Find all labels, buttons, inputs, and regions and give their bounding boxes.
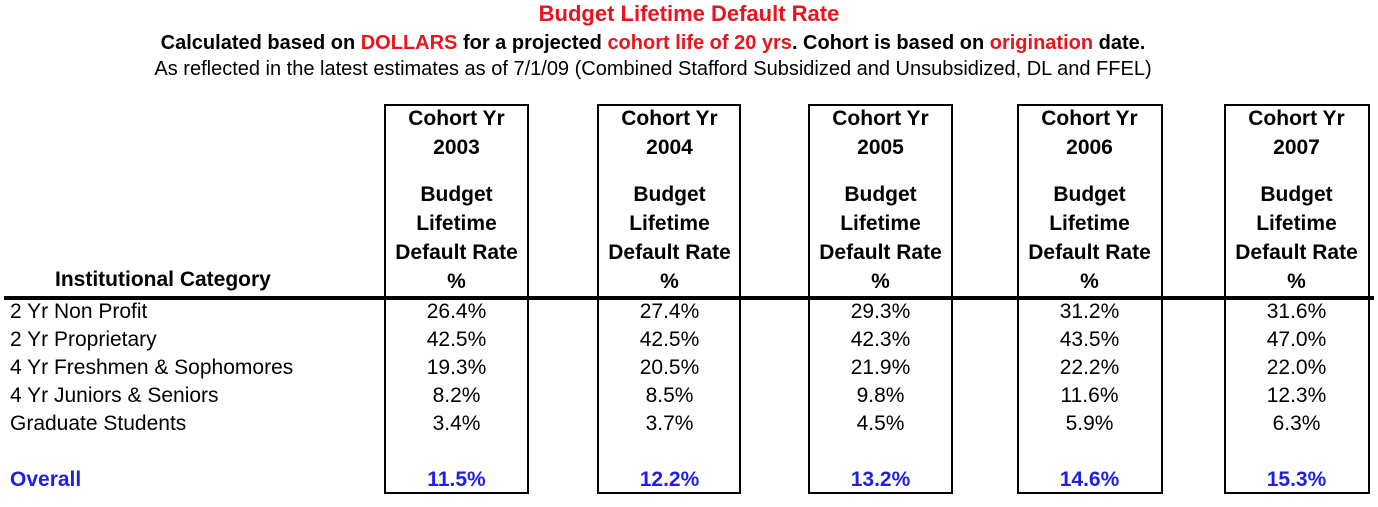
overall-cell: 14.6%	[1059, 468, 1120, 491]
overall-cell: 12.2%	[639, 468, 700, 491]
subtitle-text: date.	[1093, 32, 1146, 54]
column-header-2006: Cohort Yr 2006 Budget Lifetime Default R…	[1018, 104, 1161, 296]
table-cell: 3.4%	[432, 412, 481, 435]
header-line: Lifetime	[416, 212, 497, 235]
table-cell: 22.0%	[1266, 356, 1327, 379]
header-line: Lifetime	[1256, 212, 1337, 235]
row-label: Graduate Students	[10, 412, 187, 435]
subtitle-highlight: DOLLARS	[360, 32, 458, 54]
overall-cell: 11.5%	[427, 468, 486, 491]
table-cell: 8.2%	[432, 384, 481, 407]
header-line: Budget	[420, 183, 493, 206]
header-line: Budget	[633, 183, 706, 206]
subtitle-text: for a projected	[457, 32, 608, 54]
table-cell: 26.4%	[426, 300, 487, 323]
header-line: %	[1080, 270, 1099, 293]
table-cell: 3.7%	[645, 412, 694, 435]
table-cell: 4.5%	[856, 412, 905, 435]
table-cell: 31.6%	[1266, 300, 1327, 323]
table-cell: 9.8%	[856, 384, 905, 407]
table-cell: 8.5%	[645, 384, 694, 407]
header-line: Default Rate	[1028, 241, 1151, 264]
header-line: Cohort Yr	[621, 107, 718, 130]
table-cell: 47.0%	[1266, 328, 1327, 351]
column-header-2003: Cohort Yr 2003 Budget Lifetime Default R…	[385, 104, 528, 296]
table-cell: 42.3%	[850, 328, 911, 351]
table-cell: 12.3%	[1266, 384, 1327, 407]
column-header-2005: Cohort Yr 2005 Budget Lifetime Default R…	[809, 104, 952, 296]
table-cell: 27.4%	[639, 300, 700, 323]
row-label: 2 Yr Proprietary	[10, 328, 157, 351]
table-cell: 5.9%	[1065, 412, 1114, 435]
table-cell: 43.5%	[1059, 328, 1120, 351]
row-label: 4 Yr Juniors & Seniors	[10, 384, 219, 407]
column-header-2007: Cohort Yr 2007 Budget Lifetime Default R…	[1225, 104, 1368, 296]
header-line: Default Rate	[395, 241, 518, 264]
table-cell: 42.5%	[639, 328, 700, 351]
subtitle-text: Calculated based on	[160, 32, 361, 54]
table-cell: 21.9%	[850, 356, 911, 379]
overall-label: Overall	[10, 468, 82, 491]
header-line: Budget	[1053, 183, 1126, 206]
table-cell: 42.5%	[426, 328, 487, 351]
header-line: Default Rate	[819, 241, 942, 264]
header-year: 2003	[433, 136, 480, 159]
header-line: Budget	[1260, 183, 1333, 206]
subtitle-calculation: Calculated based on DOLLARS for a projec…	[0, 32, 1306, 55]
overall-cell: 13.2%	[850, 468, 911, 491]
table-cell: 6.3%	[1272, 412, 1321, 435]
overall-cell: 15.3%	[1266, 468, 1327, 491]
header-year: 2005	[857, 136, 904, 159]
category-header: Institutional Category	[55, 268, 271, 291]
subtitle-text: . Cohort is based on	[791, 32, 990, 54]
page-title: Budget Lifetime Default Rate	[538, 1, 840, 26]
subtitle-highlight: origination	[989, 32, 1094, 54]
header-line: Cohort Yr	[832, 107, 929, 130]
table-cell: 29.3%	[850, 300, 911, 323]
header-line: Cohort Yr	[408, 107, 505, 130]
row-label: 2 Yr Non Profit	[10, 300, 148, 323]
table-cell: 19.3%	[426, 356, 487, 379]
subtitle-highlight: cohort life of 20 yrs	[607, 32, 792, 54]
header-line: Default Rate	[1235, 241, 1358, 264]
header-year: 2006	[1066, 136, 1113, 159]
table-cell: 20.5%	[639, 356, 700, 379]
header-line: Cohort Yr	[1041, 107, 1138, 130]
table-cell: 22.2%	[1059, 356, 1120, 379]
header-line: %	[660, 270, 679, 293]
header-line: Lifetime	[629, 212, 710, 235]
header-line: %	[1287, 270, 1306, 293]
header-divider	[4, 296, 1374, 300]
header-line: Budget	[844, 183, 917, 206]
header-line: %	[871, 270, 890, 293]
header-line: %	[447, 270, 466, 293]
table-cell: 11.6%	[1060, 384, 1119, 407]
subtitle-estimates: As reflected in the latest estimates as …	[154, 58, 1152, 80]
header-line: Cohort Yr	[1248, 107, 1345, 130]
header-year: 2004	[646, 136, 693, 159]
column-header-2004: Cohort Yr 2004 Budget Lifetime Default R…	[598, 104, 741, 296]
header-line: Lifetime	[840, 212, 921, 235]
table-cell: 31.2%	[1059, 300, 1120, 323]
header-line: Default Rate	[608, 241, 731, 264]
header-year: 2007	[1273, 136, 1320, 159]
header-line: Lifetime	[1049, 212, 1130, 235]
row-label: 4 Yr Freshmen & Sophomores	[10, 356, 294, 379]
